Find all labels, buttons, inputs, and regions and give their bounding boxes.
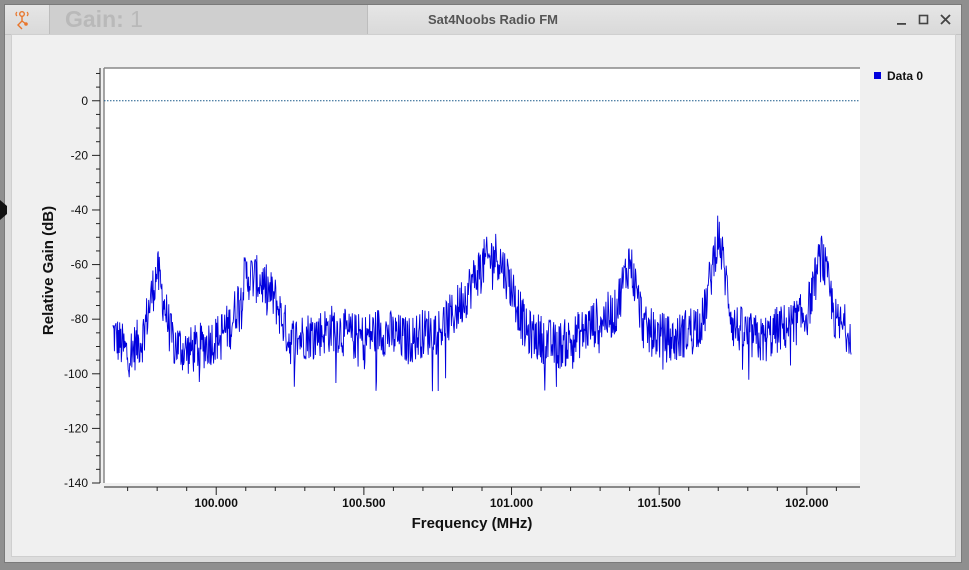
- gain-label: Gain: 1: [65, 6, 143, 33]
- gain-value: 1: [130, 6, 143, 32]
- maximize-icon[interactable]: [913, 9, 935, 31]
- plot-panel: 0 -20 -40 -60 -80 -100 -120 -140 100.000 100.500 1…: [11, 34, 956, 557]
- title-bar[interactable]: Gain: 1 Sat4Noobs Radio FM: [5, 5, 961, 35]
- series-line-data-0: [112, 215, 852, 392]
- side-handle-marker: [0, 200, 7, 220]
- y-tick-label: 0: [81, 94, 88, 108]
- x-tick-label: 101.500: [637, 496, 681, 510]
- x-tick-label: 100.000: [195, 496, 239, 510]
- window-title: Sat4Noobs Radio FM: [427, 12, 558, 27]
- legend-swatch: [874, 72, 881, 79]
- y-tick-label: -60: [71, 258, 89, 272]
- y-tick-label: -120: [64, 421, 88, 435]
- y-tick-label: -40: [71, 203, 89, 217]
- y-tick-label: -100: [64, 367, 88, 381]
- y-tick-label: -140: [64, 476, 88, 490]
- legend-entry-data-0: Data 0: [887, 69, 923, 83]
- y-axis-label: Relative Gain (dB): [40, 206, 57, 335]
- gain-control-tab[interactable]: Gain: 1: [49, 5, 368, 34]
- frequency-plot[interactable]: 0 -20 -40 -60 -80 -100 -120 -140 100.000 100.500 1…: [12, 35, 955, 556]
- x-tick-label: 102.000: [785, 496, 829, 510]
- minimize-icon[interactable]: [891, 9, 913, 31]
- gnuradio-app-icon: [15, 11, 29, 30]
- y-tick-label: -80: [71, 312, 89, 326]
- app-window: Gain: 1 Sat4Noobs Radio FM 0 -20 -40 -60 -80…: [4, 4, 962, 563]
- x-axis-label: Frequency (MHz): [412, 515, 533, 532]
- y-tick-label: -20: [71, 148, 89, 162]
- close-icon[interactable]: [935, 9, 957, 31]
- x-tick-label: 101.000: [490, 496, 534, 510]
- gain-label-text: Gain:: [65, 6, 124, 32]
- x-tick-label: 100.500: [342, 496, 386, 510]
